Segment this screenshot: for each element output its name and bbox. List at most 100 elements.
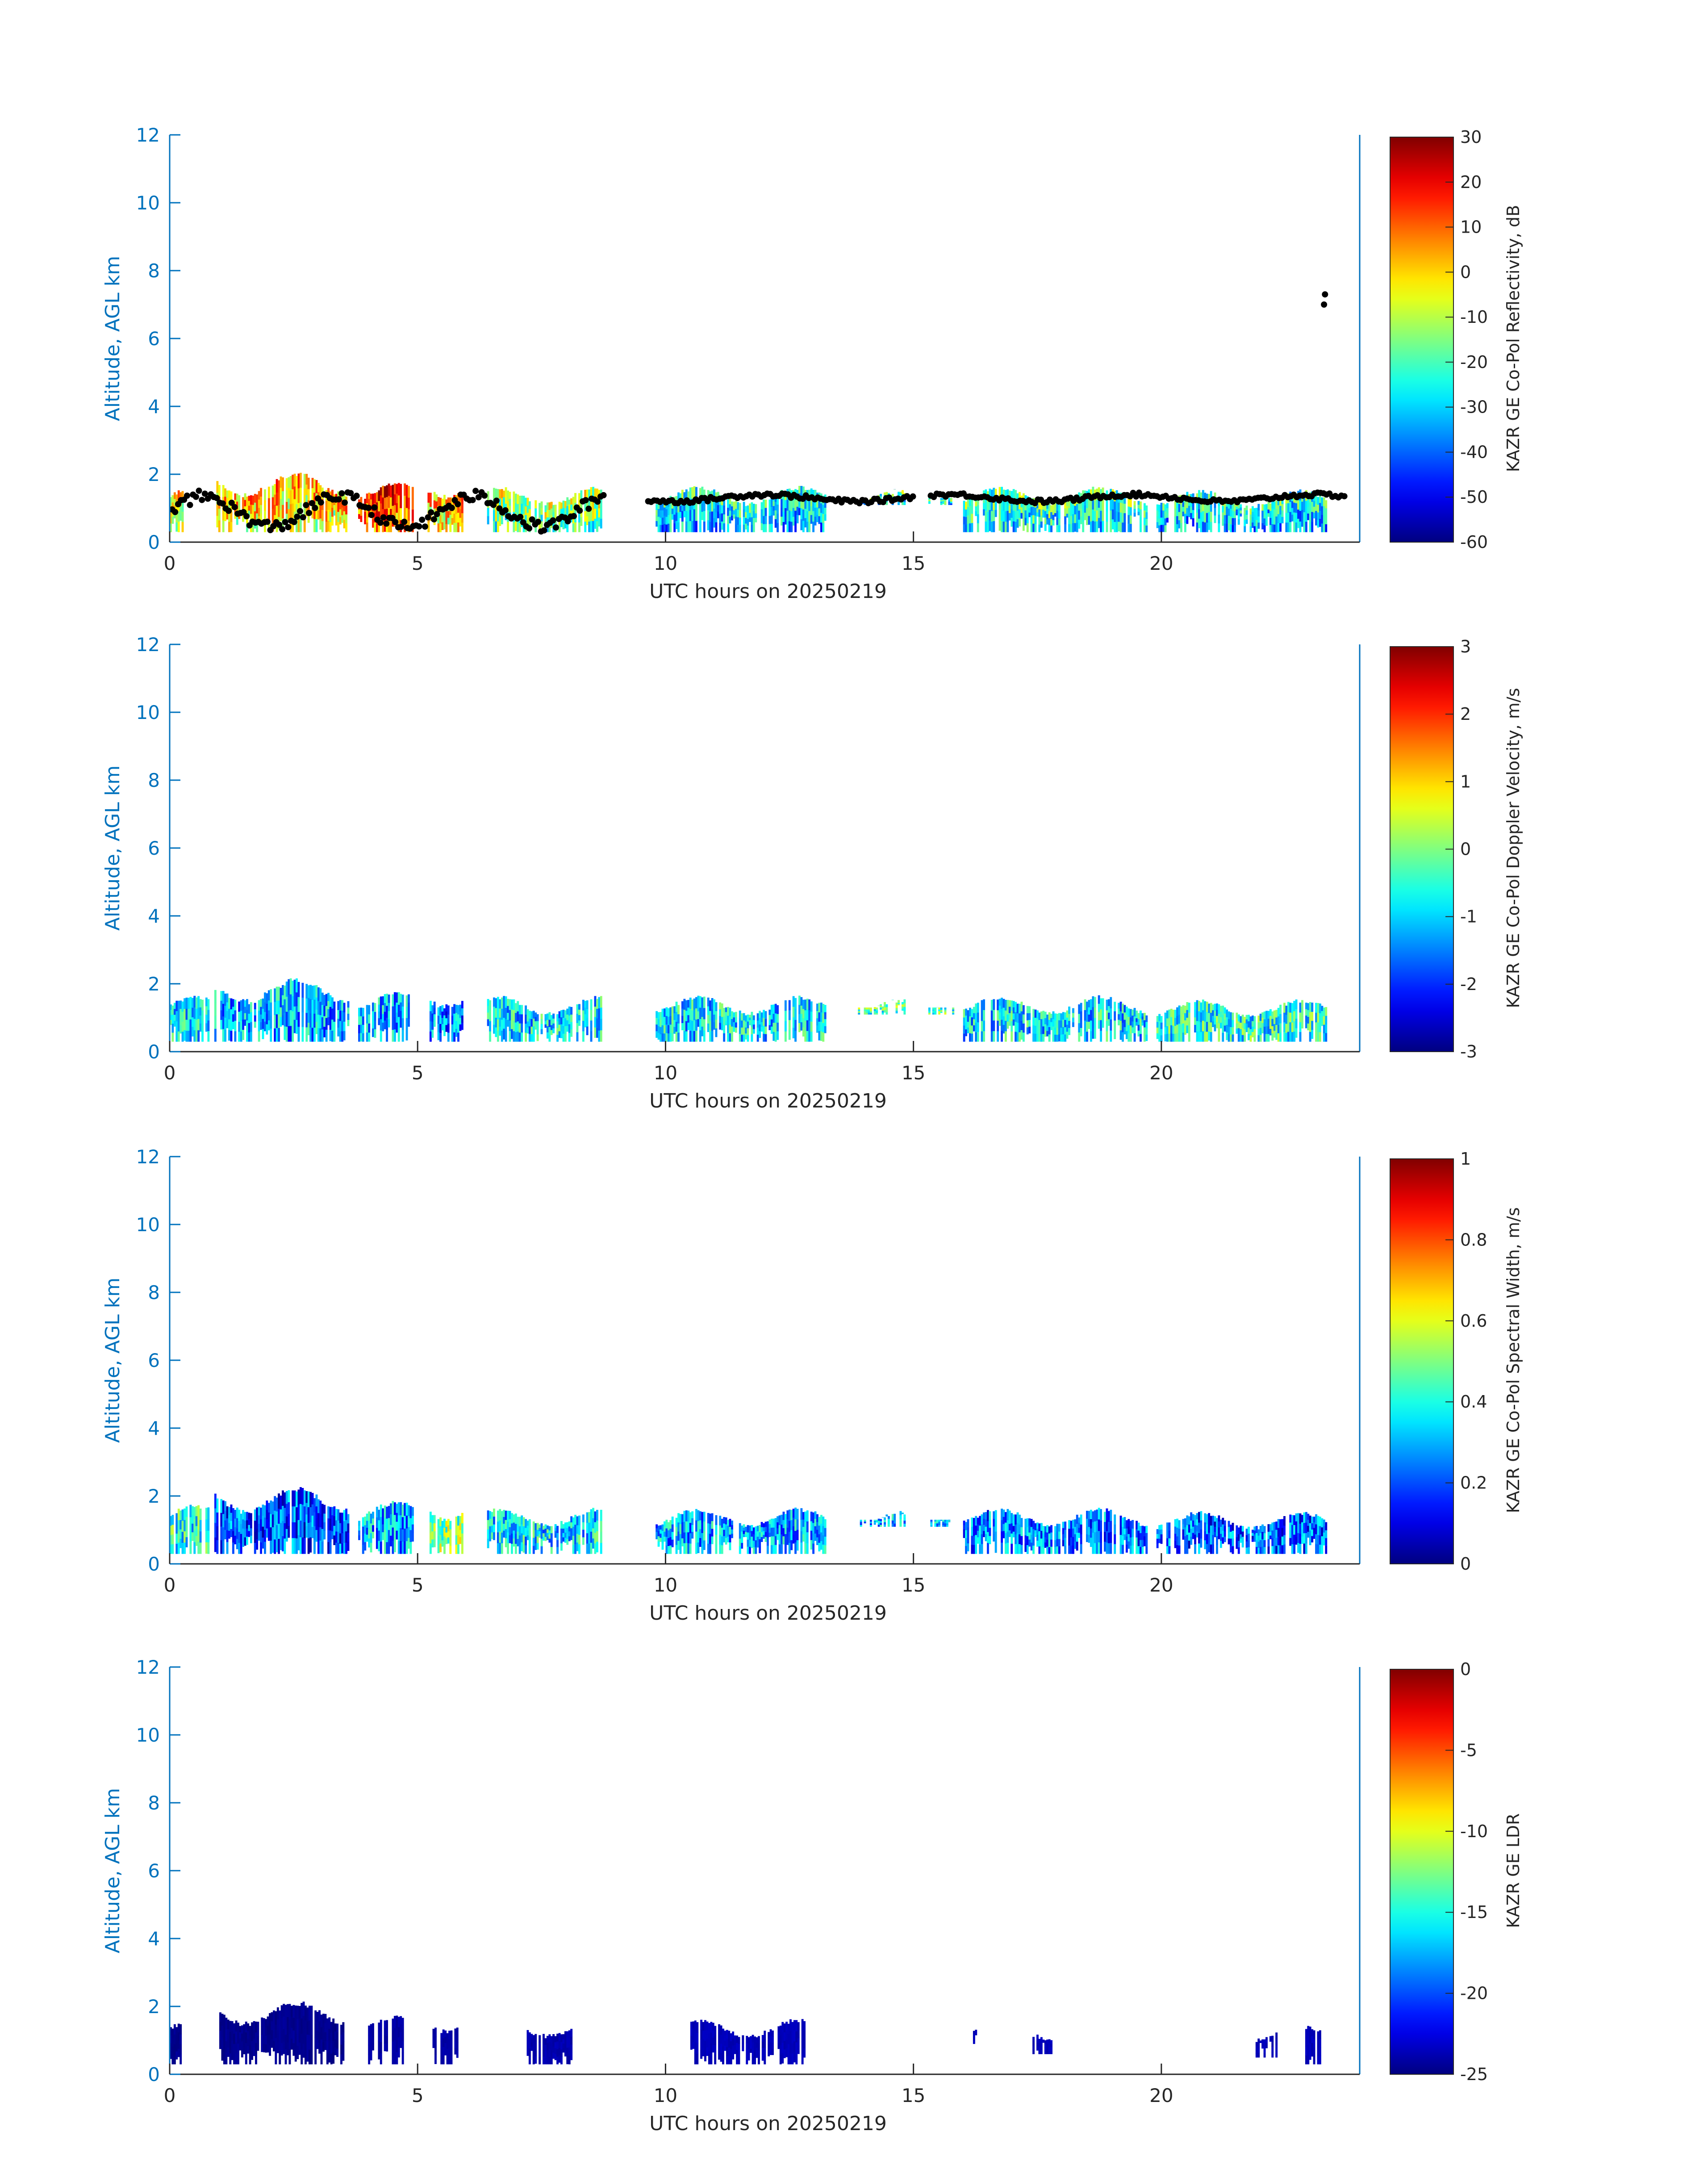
heatmap-cell xyxy=(1008,1013,1011,1020)
heatmap-cell xyxy=(586,1026,589,1036)
heatmap-cell xyxy=(709,1513,711,1524)
heatmap-cell xyxy=(1182,1023,1185,1033)
heatmap-cell xyxy=(284,1523,286,1539)
heatmap-cell xyxy=(197,1529,200,1542)
heatmap-cell xyxy=(459,1004,462,1011)
heatmap-cell xyxy=(260,1508,262,1520)
heatmap-cell xyxy=(770,1012,773,1020)
heatmap-cell xyxy=(1240,504,1242,508)
heatmap-cell xyxy=(590,521,593,532)
heatmap-cell xyxy=(660,525,662,532)
heatmap-cell xyxy=(570,1534,573,1540)
heatmap-cell xyxy=(725,1517,727,1525)
heatmap-cell xyxy=(1206,1031,1208,1042)
heatmap-cell xyxy=(582,999,585,1011)
heatmap-cell xyxy=(218,520,221,532)
heatmap-cell xyxy=(437,1007,440,1016)
heatmap-cell xyxy=(525,1032,527,1042)
heatmap-cell xyxy=(596,1531,598,1542)
heatmap-cell xyxy=(185,1517,188,1527)
heatmap-cell xyxy=(521,495,523,504)
heatmap-cell xyxy=(327,510,330,521)
heatmap-cell xyxy=(898,1003,900,1006)
heatmap-cell xyxy=(276,1497,278,1512)
heatmap-cell xyxy=(252,522,255,532)
heatmap-cell xyxy=(386,1518,388,1530)
heatmap-cell xyxy=(501,1543,503,1554)
heatmap-cell xyxy=(433,1523,436,1531)
heatmap-cell xyxy=(1060,1013,1063,1021)
heatmap-cell xyxy=(453,522,456,532)
heatmap-cell xyxy=(401,1006,404,1019)
heatmap-cell xyxy=(665,1545,668,1554)
heatmap-cell xyxy=(400,1502,402,1516)
heatmap-cell xyxy=(1011,1000,1013,1011)
heatmap-cell xyxy=(665,1520,668,1529)
heatmap-cell xyxy=(739,525,741,532)
heatmap-cell xyxy=(1123,1027,1126,1035)
heatmap-cell xyxy=(979,1544,981,1554)
heatmap-cell xyxy=(932,1012,935,1015)
heatmap-cell xyxy=(1102,998,1104,1006)
heatmap-cell xyxy=(822,1525,825,1536)
heatmap-cell xyxy=(1200,522,1203,532)
heatmap-cell xyxy=(1046,1020,1049,1026)
heatmap-cell xyxy=(574,1515,576,1525)
heatmap-cell xyxy=(800,1519,803,1531)
heatmap-cell xyxy=(1224,1013,1226,1020)
cloud-base-dot xyxy=(282,519,288,525)
heatmap-cell xyxy=(451,518,454,525)
heatmap-cell xyxy=(1072,514,1074,523)
heatmap-cell xyxy=(175,1011,178,1022)
heatmap-cell xyxy=(873,1523,876,1525)
heatmap-cell xyxy=(228,998,230,1009)
heatmap-cell xyxy=(588,510,591,522)
heatmap-cell xyxy=(1011,509,1013,518)
heatmap-cell xyxy=(1054,1034,1057,1042)
heatmap-cell xyxy=(431,1531,434,1540)
heatmap-cell xyxy=(517,1524,519,1532)
heatmap-cell xyxy=(267,1000,270,1011)
heatmap-cell xyxy=(493,1524,495,1533)
heatmap-cell xyxy=(1086,499,1088,508)
heatmap-cell xyxy=(660,1533,662,1538)
heatmap-cell xyxy=(930,1521,933,1524)
heatmap-cell xyxy=(1145,512,1148,519)
heatmap-cell xyxy=(869,1012,872,1015)
heatmap-cell xyxy=(810,1001,813,1012)
heatmap-cell xyxy=(1307,500,1310,507)
heatmap-cell xyxy=(311,488,314,498)
heatmap-cell xyxy=(1011,518,1013,527)
heatmap-cell xyxy=(392,1501,394,1514)
heatmap-cell xyxy=(246,1020,248,1031)
heatmap-cell xyxy=(1058,505,1061,512)
heatmap-cell xyxy=(526,497,529,506)
heatmap-cell xyxy=(981,1010,983,1021)
heatmap-cell xyxy=(1257,1022,1260,1029)
heatmap-cell xyxy=(271,1501,274,1515)
heatmap-cell xyxy=(808,1031,811,1042)
heatmap-cell xyxy=(1128,523,1130,532)
heatmap-cell xyxy=(405,485,408,497)
heatmap-cell xyxy=(759,1532,761,1539)
heatmap-cell xyxy=(1001,487,1003,498)
heatmap-cell xyxy=(518,505,521,514)
heatmap-cell xyxy=(1325,500,1328,509)
heatmap-cell xyxy=(293,1006,296,1020)
heatmap-cell xyxy=(938,1009,940,1011)
heatmap-cell xyxy=(1323,523,1325,532)
heatmap-cell xyxy=(701,1543,704,1554)
heatmap-cell xyxy=(501,489,503,498)
heatmap-cell xyxy=(388,495,390,508)
heatmap-cell xyxy=(788,499,791,511)
heatmap-cell xyxy=(596,499,598,510)
heatmap-cell xyxy=(388,1003,390,1011)
heatmap-cell xyxy=(899,494,902,496)
heatmap-cell xyxy=(459,1537,462,1544)
heatmap-cell xyxy=(278,480,280,493)
heatmap-cell xyxy=(749,1533,751,1540)
heatmap-cell xyxy=(532,1529,535,1538)
heatmap-cell xyxy=(1036,504,1039,509)
heatmap-cell xyxy=(1168,1033,1171,1042)
heatmap-cell xyxy=(497,997,499,1008)
